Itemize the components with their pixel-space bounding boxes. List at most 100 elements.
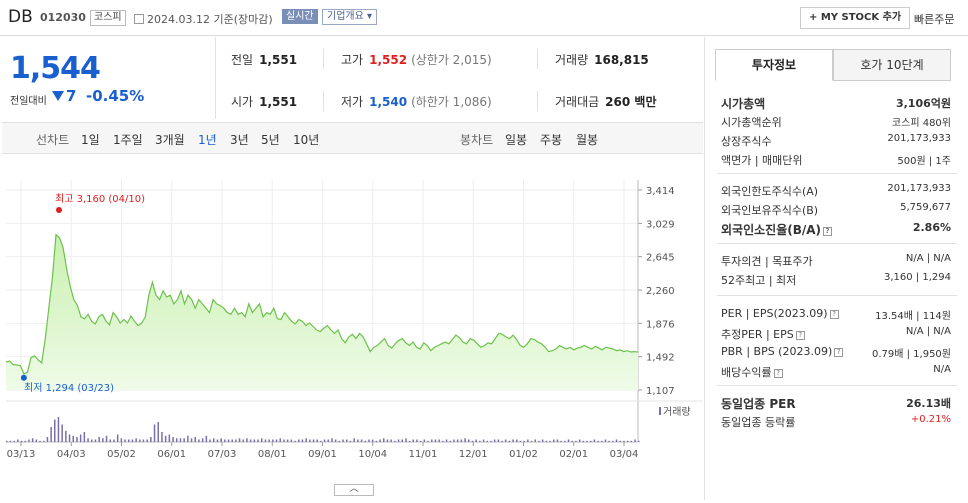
volume-bar [527, 439, 529, 442]
stat-low: 저가 1,540 (하한가 1,086) [341, 93, 492, 110]
company-info-dropdown[interactable]: 기업개요 ▾ [322, 9, 378, 25]
realtime-button[interactable]: 실시간 [282, 9, 318, 24]
tab-3y[interactable]: 3년 [230, 133, 249, 147]
volume-bar [497, 439, 500, 442]
y-tick-label: 3,029 [646, 219, 675, 230]
info-row-value: 코스피 480위 [891, 118, 951, 129]
quick-order-link[interactable]: 빠른주문 [914, 13, 955, 26]
info-row: 시가총액 3,106억원 [721, 95, 951, 112]
volume-bar [31, 438, 34, 443]
volume-bar [205, 435, 208, 443]
tab-investment-info[interactable]: 투자정보 [715, 49, 833, 81]
volume-legend-label: 거래량 [663, 406, 691, 418]
volume-bar [504, 439, 507, 442]
tab-1y[interactable]: 1년 [198, 133, 217, 147]
volume-bar [172, 437, 174, 442]
info-row: 52주최고 | 최저 3,160 | 1,294 [721, 272, 951, 289]
help-icon[interactable]: ? [773, 369, 783, 378]
divider [323, 49, 324, 69]
tab-5y[interactable]: 5년 [261, 133, 280, 147]
volume-bar [634, 439, 636, 442]
volume-bar [249, 439, 252, 442]
volume-bar [460, 439, 463, 442]
stat-high: 고가 1,552 (상한가 2,015) [341, 51, 492, 68]
my-stock-add-button[interactable]: + MY STOCK 추가 [800, 7, 911, 29]
volume-bar [575, 440, 577, 443]
tab-1d[interactable]: 1일 [81, 133, 100, 147]
volume-bar [283, 439, 285, 442]
volume-bar [124, 439, 126, 442]
info-row-value: 2.86% [912, 221, 951, 234]
volume-bar [590, 440, 592, 443]
volume-bar [39, 440, 41, 443]
collapse-chart-button[interactable]: ︿ [334, 484, 374, 496]
volume-bar [120, 438, 123, 443]
help-icon[interactable]: ? [834, 348, 844, 357]
low-annotation: 최저 1,294 (03/23) [24, 382, 114, 394]
info-row-label: PER | EPS(2023.09)? [721, 307, 839, 320]
volume-bar [423, 439, 426, 442]
info-row-label: 추정PER | EPS? [721, 326, 805, 342]
volume-bar [91, 439, 93, 442]
volume-bar [13, 440, 15, 443]
info-row: 투자의견 | 목표주가 N/A | N/A [721, 253, 951, 270]
price-chart-svg: 3,414 3,029 2,645 2,260 1,876 1,492 1,107 03/13… [5, 180, 703, 460]
volume-bar [168, 434, 171, 442]
info-row-label: 액면가 | 매매단위 [721, 154, 803, 167]
volume-bar [275, 439, 278, 442]
tab-3m[interactable]: 3개월 [155, 133, 185, 147]
volume-bar [209, 439, 211, 442]
volume-bar [482, 439, 485, 442]
volume-bar [582, 440, 585, 443]
low-marker [20, 374, 27, 381]
info-row: 시가총액순위 코스피 480위 [721, 114, 951, 131]
price-change-value: 7 [66, 87, 77, 105]
tab-daily[interactable]: 일봉 [505, 133, 528, 147]
volume-bar [28, 439, 30, 442]
volume-bar [604, 439, 607, 442]
x-tick-label: 06/01 [157, 449, 186, 460]
volume-bar [390, 439, 392, 442]
volume-bar [431, 439, 433, 442]
volume-bar [76, 437, 78, 442]
volume-bar [98, 437, 100, 442]
volume-bar [508, 440, 511, 443]
info-row: 외국인소진율(B/A)? 2.86% [721, 221, 951, 238]
stat-prev-close: 전일 1,551 [231, 51, 297, 68]
info-row: 외국인한도주식수(A) 201,173,933 [721, 183, 951, 200]
price-change-pct: -0.45% [86, 87, 145, 105]
stock-name: DB [8, 7, 33, 27]
divider [537, 91, 538, 111]
volume-bar [456, 439, 459, 442]
info-row-value: 3,106억원 [895, 97, 951, 110]
tab-order-book[interactable]: 호가 10단계 [833, 49, 951, 81]
volume-bar [102, 438, 104, 443]
help-icon[interactable]: ? [823, 227, 833, 236]
tab-10y[interactable]: 10년 [293, 133, 320, 147]
volume-bar [216, 439, 219, 442]
stat-value: 1,551 [259, 95, 298, 109]
volume-bar [301, 439, 304, 442]
volume-bar [560, 440, 562, 443]
help-icon[interactable]: ? [829, 310, 839, 319]
price-chart[interactable]: 3,414 3,029 2,645 2,260 1,876 1,492 1,107 03/13… [2, 155, 703, 500]
price-stats: 전일 1,551 고가 1,552 (상한가 2,015) 거래량 168,815 시가… [217, 37, 703, 119]
volume-bar [227, 439, 230, 442]
help-icon[interactable]: ? [795, 331, 805, 340]
volume-bar [357, 439, 359, 442]
volume-bar [586, 440, 588, 443]
info-row-label: 외국인한도주식수(A) [721, 185, 819, 198]
tab-1w[interactable]: 1주일 [113, 133, 143, 147]
volume-bar [379, 439, 381, 442]
tab-monthly[interactable]: 월봉 [576, 133, 599, 147]
info-row: 상장주식수 201,173,933 [721, 133, 951, 150]
volume-bar [549, 440, 551, 443]
info-row: PER | EPS(2023.09)? 13.54배 | 114원 [721, 307, 951, 324]
volume-bar [68, 434, 71, 442]
tab-weekly[interactable]: 주봉 [540, 133, 563, 147]
info-row-value: 500원 | 1주 [897, 156, 951, 167]
volume-bar [79, 434, 82, 442]
volume-bar [194, 437, 196, 442]
y-tick-label: 1,876 [646, 319, 675, 330]
